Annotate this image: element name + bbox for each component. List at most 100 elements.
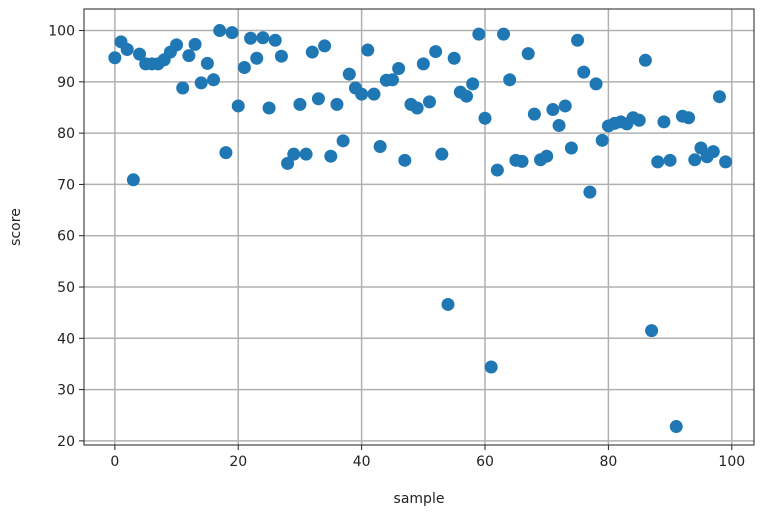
data-point xyxy=(392,62,406,76)
data-point xyxy=(583,185,597,199)
x-tick-label: 80 xyxy=(599,454,617,470)
data-point xyxy=(410,101,424,115)
data-point xyxy=(706,145,720,159)
data-point xyxy=(416,57,430,71)
data-point xyxy=(287,147,301,161)
data-point xyxy=(324,149,338,163)
data-point xyxy=(657,115,671,129)
data-point xyxy=(558,99,572,113)
data-point xyxy=(194,76,208,90)
data-point xyxy=(120,43,134,57)
y-tick-label: 60 xyxy=(57,229,75,245)
data-point xyxy=(330,97,344,111)
data-point xyxy=(577,65,591,79)
y-tick-label: 30 xyxy=(57,383,75,399)
data-point xyxy=(712,90,726,104)
data-point xyxy=(663,153,677,167)
data-point xyxy=(213,24,227,38)
data-point xyxy=(385,73,399,87)
data-point xyxy=(682,111,696,125)
data-point xyxy=(429,45,443,59)
data-point xyxy=(589,77,603,91)
data-point xyxy=(645,324,659,338)
x-tick-label: 40 xyxy=(353,454,371,470)
data-point xyxy=(503,73,517,87)
data-point xyxy=(244,31,258,45)
x-tick-label: 0 xyxy=(110,454,119,470)
data-point xyxy=(719,155,733,169)
plot-frame xyxy=(83,8,755,446)
grid xyxy=(84,9,754,445)
data-point xyxy=(250,51,264,65)
data-point xyxy=(632,113,646,127)
data-point xyxy=(281,156,295,170)
data-point xyxy=(367,87,381,101)
data-point xyxy=(472,27,486,41)
y-tick-label: 80 xyxy=(57,126,75,142)
data-point xyxy=(490,163,504,177)
data-point xyxy=(170,38,184,52)
data-point xyxy=(293,97,307,111)
data-point xyxy=(527,107,541,121)
data-point xyxy=(225,26,239,40)
y-tick-label: 90 xyxy=(57,75,75,91)
points xyxy=(108,24,733,434)
data-point xyxy=(398,153,412,167)
x-tick-label: 100 xyxy=(718,454,745,470)
data-point xyxy=(311,92,325,106)
data-point xyxy=(108,51,122,65)
y-axis-label: score xyxy=(8,208,24,246)
data-point xyxy=(595,133,609,147)
data-point xyxy=(651,155,665,169)
data-point xyxy=(540,149,554,163)
data-point xyxy=(373,139,387,153)
data-point xyxy=(571,33,585,47)
data-point xyxy=(299,147,313,161)
data-point xyxy=(305,45,319,59)
data-point xyxy=(497,27,511,41)
data-point xyxy=(342,67,356,81)
data-point xyxy=(478,111,492,125)
data-point xyxy=(422,95,436,109)
data-point xyxy=(133,47,147,61)
data-point xyxy=(262,101,276,115)
data-point xyxy=(484,360,498,374)
y-tick-label: 20 xyxy=(57,434,75,450)
data-point xyxy=(669,420,683,434)
data-point xyxy=(515,154,529,168)
x-axis-label: sample xyxy=(394,491,445,507)
data-point xyxy=(188,37,202,51)
data-point xyxy=(521,47,535,61)
data-point xyxy=(447,51,461,65)
data-point xyxy=(546,103,560,117)
data-point xyxy=(182,49,196,63)
data-point xyxy=(268,33,282,47)
data-point xyxy=(200,56,214,70)
y-tick-label: 40 xyxy=(57,331,75,347)
data-point xyxy=(176,81,190,95)
x-tick-label: 60 xyxy=(476,454,494,470)
y-tick-label: 50 xyxy=(57,280,75,296)
data-point xyxy=(274,49,288,63)
data-point xyxy=(237,60,251,74)
y-tick-label: 100 xyxy=(48,24,75,40)
data-point xyxy=(435,147,449,161)
data-point xyxy=(552,118,566,132)
data-point xyxy=(207,73,221,87)
data-point xyxy=(219,146,233,160)
data-point xyxy=(318,39,332,53)
data-point xyxy=(466,77,480,91)
data-point xyxy=(355,87,369,101)
y-tick-label: 70 xyxy=(57,177,75,193)
data-point xyxy=(638,53,652,67)
data-point xyxy=(256,31,270,45)
data-point xyxy=(361,43,375,57)
ticks: 0 20 40 60 80 100 20 30 40 50 60 70 80 90 100 xyxy=(48,24,745,470)
data-point xyxy=(126,173,140,187)
x-tick-label: 20 xyxy=(229,454,247,470)
data-point xyxy=(688,153,702,167)
data-point xyxy=(460,89,474,103)
data-point xyxy=(336,134,350,148)
data-point xyxy=(441,297,455,311)
